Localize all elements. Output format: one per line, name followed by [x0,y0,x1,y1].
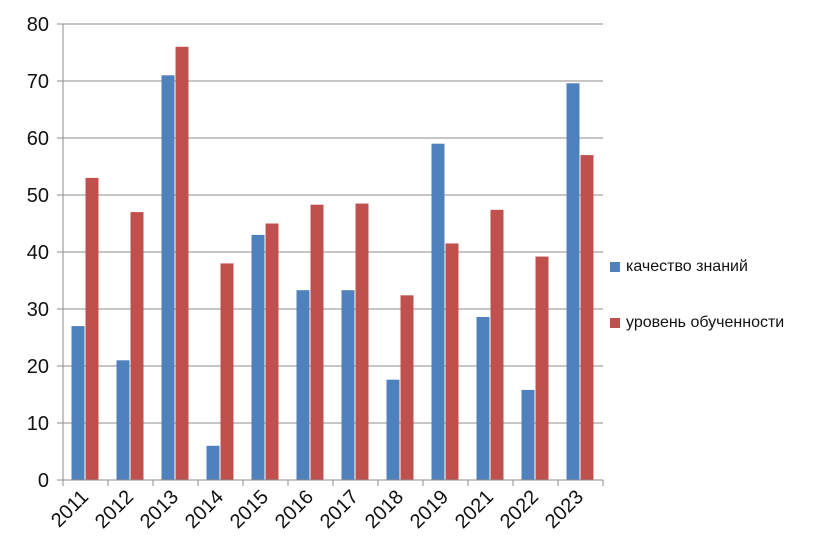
legend-item-level: уровень обученности [610,312,784,334]
x-tick-label: 2015 [226,486,273,533]
x-tick-label: 2018 [361,486,408,533]
y-tick-label: 30 [27,299,49,321]
legend-label-quality: качество знаний [626,258,748,275]
bar-quality-2016 [296,290,310,480]
bar-level-2019 [445,243,459,480]
bar-level-2011 [85,177,99,480]
x-tick-label: 2016 [271,486,318,533]
bar-quality-2018 [386,379,400,480]
x-tick-label: 2021 [451,486,498,533]
bar-level-2016 [310,204,324,480]
y-tick-label: 0 [38,470,49,492]
bar-quality-2017 [341,290,355,480]
x-tick-label: 2022 [496,486,543,533]
bar-level-2018 [400,295,414,480]
bar-level-2013 [175,46,189,481]
bar-quality-2015 [251,234,265,480]
x-tick-label: 2019 [406,486,453,533]
bar-quality-2011 [71,326,85,480]
legend: качество знаний уровень обученности [610,256,784,368]
x-tick-label: 2023 [541,486,588,533]
bar-quality-2022 [521,389,535,480]
legend-item-quality: качество знаний [610,256,784,278]
y-tick-label: 40 [27,242,49,264]
bar-level-2015 [265,223,279,480]
legend-label-level: уровень обученности [626,314,785,331]
x-tick-label: 2017 [316,486,363,533]
bar-quality-2014 [206,445,220,480]
axes [62,24,604,486]
x-tick-label: 2014 [181,486,228,533]
bar-quality-2012 [116,360,130,480]
bar-level-2014 [220,263,234,480]
gridlines [57,23,603,481]
x-tick-label: 2011 [47,486,93,532]
legend-swatch-quality [610,262,620,272]
bar-level-2021 [490,209,504,480]
bar-level-2017 [355,203,369,481]
bar-quality-2013 [161,75,175,481]
bar-quality-2019 [431,143,445,480]
bar-level-2023 [580,155,594,480]
y-tick-label: 80 [27,14,49,36]
y-tick-labels: 0 10 20 30 40 50 60 70 80 [27,14,49,492]
x-tick-label: 2013 [136,486,183,533]
bar-level-2022 [535,256,549,480]
y-tick-label: 60 [27,128,49,150]
x-tick-labels: 2011201220132014201520162017201820192021… [47,486,588,533]
bar-quality-2021 [476,316,490,480]
bar-quality-2023 [566,83,580,480]
y-tick-label: 50 [27,185,49,207]
legend-swatch-level [610,318,620,328]
x-tick-label: 2012 [91,486,138,533]
y-tick-label: 70 [27,71,49,93]
bars [71,46,594,481]
y-tick-label: 20 [27,356,49,378]
y-tick-label: 10 [27,413,49,435]
bar-level-2012 [130,212,144,480]
